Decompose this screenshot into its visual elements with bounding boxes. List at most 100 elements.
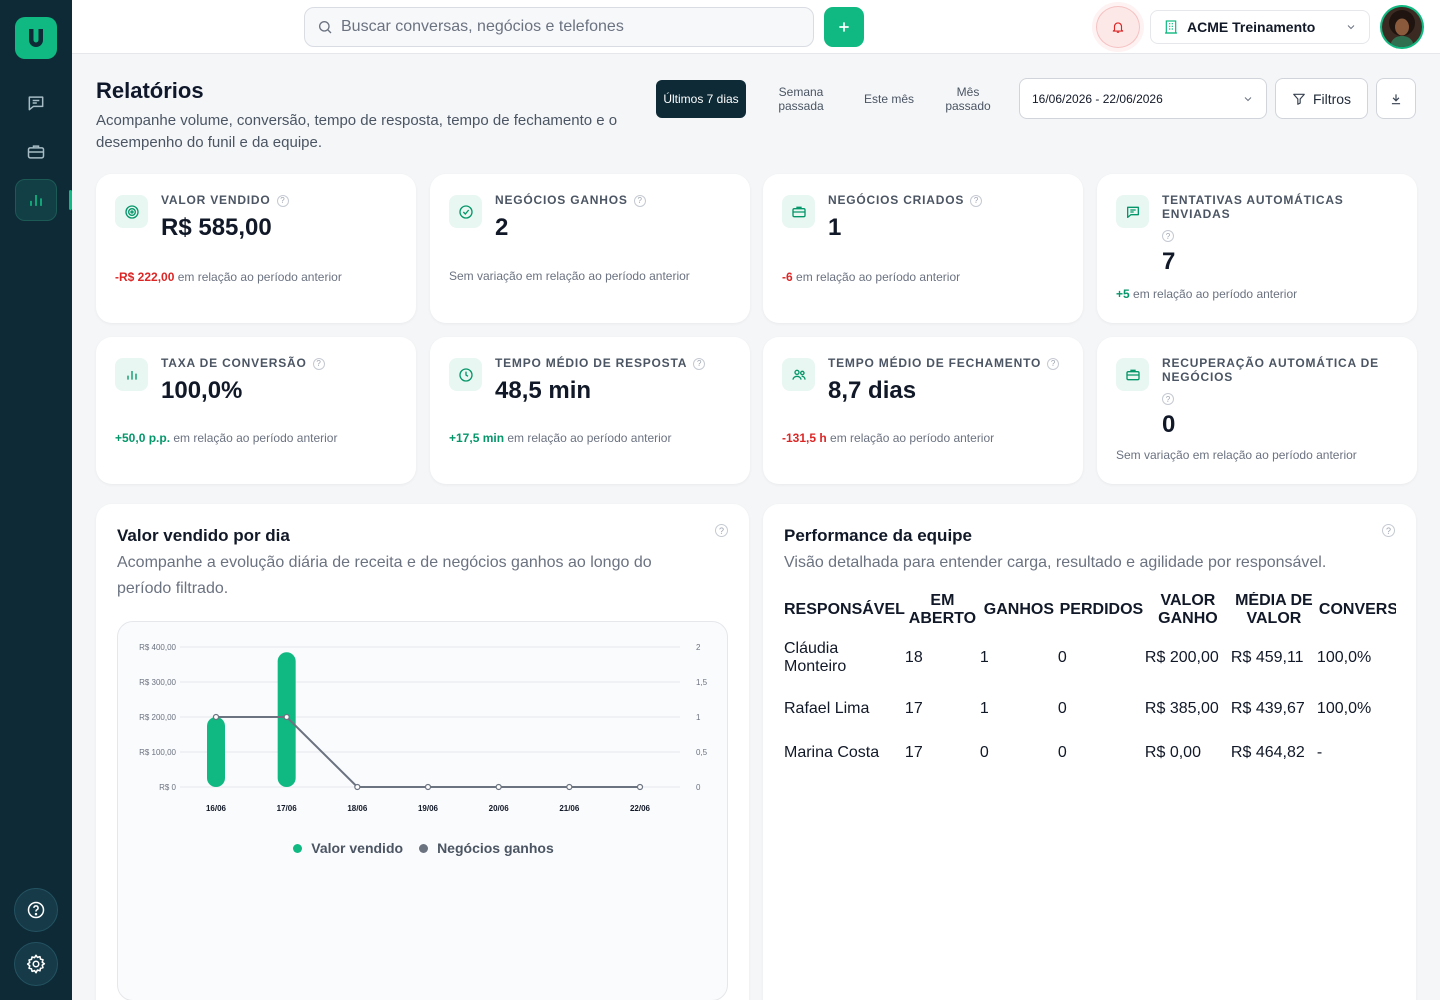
chart-legend: Valor vendido Negócios ganhos [118,840,729,856]
kpi-icon-wrap [115,358,148,391]
bar-chart-icon [30,195,42,206]
period-last-7-days[interactable]: Últimos 7 dias [656,80,746,118]
sidebar-item-conversations[interactable] [15,82,57,124]
search-icon [319,21,332,34]
sales-chart: R$ 0 R$ 100,00 R$ 200,00 R$ 300,00 R$ 400,00… [139,643,708,813]
legend-item-negocios-ganhos[interactable]: Negócios ganhos [419,840,554,856]
cell-name: Rafael Lima [784,700,870,717]
settings-button[interactable] [14,942,58,986]
search-box[interactable] [304,7,814,47]
cell-won-value: R$ 385,00 [1144,700,1219,717]
kpi-label-text: TAXA DE CONVERSÃO [161,356,307,370]
kpi-delta: -R$ 222,00 [115,270,175,284]
kpi-card-tempo-resposta: TEMPO MÉDIO DE RESPOSTA? 48,5 min +17,5 … [430,337,750,484]
kpi-variation: -131,5 h em relação ao período anterior [782,431,994,445]
sidebar-item-deals[interactable] [15,131,57,173]
x-tick-label: 16/06 [206,804,227,813]
date-range-picker[interactable]: 16/06/2026 - 22/06/2026 [1019,78,1267,119]
cell-name: Cláudia Monteiro [784,639,847,675]
y-left-tick-label: R$ 100,00 [139,748,176,757]
kpi-icon-wrap [1116,195,1149,228]
kpi-delta: +50,0 p.p. [115,431,171,445]
help-icon[interactable]: ? [715,524,728,537]
x-tick-label: 22/06 [630,804,651,813]
bar-chart-icon [126,370,137,380]
kpi-label: TAXA DE CONVERSÃO? [161,356,325,370]
kpi-icon-wrap [449,358,482,391]
help-icon[interactable]: ? [312,357,325,370]
help-icon[interactable]: ? [1382,524,1395,537]
help-icon[interactable]: ? [970,194,983,207]
sidebar-item-reports[interactable] [15,179,57,221]
new-button[interactable] [824,7,864,47]
y-right-tick-label: 2 [696,643,701,652]
filter-icon [1293,93,1305,105]
help-icon[interactable]: ? [1047,357,1060,370]
cell-won: 1 [979,648,989,666]
check-circle-icon [458,204,473,219]
col-header-responsavel[interactable]: RESPONSÁVEL [784,601,905,618]
help-icon[interactable]: ? [1162,393,1174,405]
col-header-valor-ganho[interactable]: VALOR GANHO [1158,592,1218,627]
kpi-variation-text: em relação ao período anterior [177,270,342,284]
period-this-month[interactable]: Este mês [863,92,914,106]
col-header-ganhos[interactable]: GANHOS [983,601,1055,618]
cell-conversion: 100,0% [1316,700,1372,717]
search-input[interactable] [341,18,781,36]
bar [207,717,225,787]
kpi-value: 48,5 min [495,377,592,404]
help-icon[interactable]: ? [693,357,706,370]
kpi-value: 7 [1162,248,1176,275]
help-icon[interactable]: ? [633,194,646,207]
kpi-label-text: VALOR VENDIDO [161,193,271,207]
bell-icon [1112,22,1124,33]
line-point [566,783,573,791]
notifications-button[interactable] [1096,6,1140,48]
kpi-delta: +17,5 min [449,431,505,445]
users-icon [791,369,806,380]
kpi-label-text: NEGÓCIOS CRIADOS [828,193,965,207]
period-last-week[interactable]: Semana passada [778,85,824,113]
table-row[interactable]: Cláudia Monteiro 18 1 0 R$ 200,00 R$ 459… [784,628,1396,687]
sales-per-day-panel: Valor vendido por dia ? Acompanhe a evol… [96,504,749,1000]
user-avatar[interactable] [1380,5,1424,49]
chat-icon [28,96,44,111]
kpi-label-text: TEMPO MÉDIO DE FECHAMENTO [828,356,1042,370]
kpi-variation-text: em relação ao período anterior [173,431,338,445]
col-header-conversao[interactable]: CONVERSÃO [1318,601,1396,618]
kpi-delta: -131,5 h [782,431,827,445]
help-icon [27,901,45,919]
app-logo[interactable] [15,17,57,59]
team-performance-panel: Performance da equipe ? Visão detalhada … [763,504,1416,1000]
help-icon[interactable]: ? [1162,230,1174,242]
line-point [636,783,644,791]
period-last-month[interactable]: Mês passado [945,85,991,113]
table-row[interactable]: Marina Costa 17 0 0 R$ 0,00 R$ 464,82 - [784,731,1396,775]
line-point [283,713,290,721]
kpi-variation: +17,5 min em relação ao período anterior [449,431,671,445]
help-button[interactable] [14,888,58,932]
filters-button[interactable]: Filtros [1275,78,1368,119]
col-header-em-aberto[interactable]: EM ABERTO [908,592,977,627]
briefcase-icon [27,145,45,159]
kpi-card-tempo-fechamento: TEMPO MÉDIO DE FECHAMENTO? 8,7 dias -131… [763,337,1083,484]
table-row[interactable]: Rafael Lima 17 1 0 R$ 385,00 R$ 439,67 1… [784,687,1396,731]
kpi-variation-text: em relação ao período anterior [796,270,961,284]
kpi-label-text: RECUPERAÇÃO AUTOMÁTICA DE NEGÓCIOS [1162,356,1379,384]
col-header-perdidos[interactable]: PERDIDOS [1059,601,1144,618]
export-button[interactable] [1376,78,1416,119]
message-icon [1126,206,1139,218]
legend-item-valor-vendido[interactable]: Valor vendido [293,840,403,856]
kpi-variation: +5 em relação ao período anterior [1116,287,1297,301]
organization-selector[interactable]: ACME Treinamento [1150,10,1370,44]
kpi-value: 1 [828,214,842,241]
kpi-variation-text: em relação ao período anterior [507,431,672,445]
topbar: ACME Treinamento [72,0,1440,54]
cell-avg-value: R$ 464,82 [1230,744,1305,761]
page-subtitle: Acompanhe volume, conversão, tempo de re… [96,112,618,151]
briefcase-icon [791,206,806,217]
col-header-media-valor[interactable]: MÉDIA DE VALOR [1235,592,1313,627]
kpi-value: 8,7 dias [828,377,917,404]
help-icon[interactable]: ? [276,194,289,207]
kpi-label-text: TENTATIVAS AUTOMÁTICAS ENVIADAS [1162,193,1344,221]
